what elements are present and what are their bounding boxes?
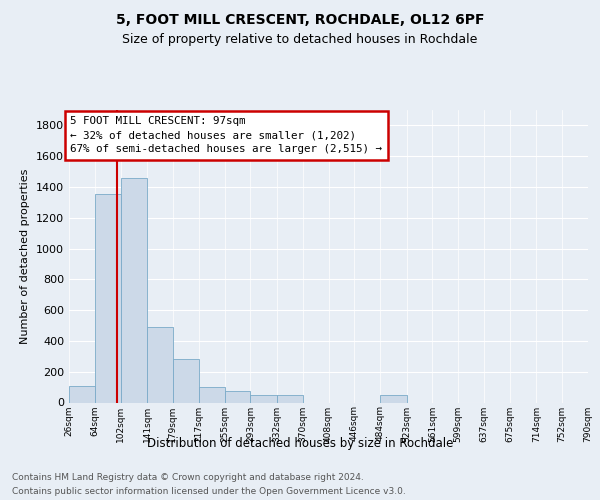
Y-axis label: Number of detached properties: Number of detached properties — [20, 168, 31, 344]
Text: Contains HM Land Registry data © Crown copyright and database right 2024.: Contains HM Land Registry data © Crown c… — [12, 472, 364, 482]
Bar — [95, 194, 121, 402]
Text: Contains public sector information licensed under the Open Government Licence v3: Contains public sector information licen… — [12, 488, 406, 496]
Bar — [250, 395, 277, 402]
Text: Size of property relative to detached houses in Rochdale: Size of property relative to detached ho… — [122, 32, 478, 46]
Text: 5, FOOT MILL CRESCENT, ROCHDALE, OL12 6PF: 5, FOOT MILL CRESCENT, ROCHDALE, OL12 6P… — [116, 12, 484, 26]
Bar — [199, 387, 224, 402]
Bar — [224, 391, 250, 402]
Bar — [147, 327, 173, 402]
Bar — [173, 360, 199, 403]
Text: 5 FOOT MILL CRESCENT: 97sqm
← 32% of detached houses are smaller (1,202)
67% of : 5 FOOT MILL CRESCENT: 97sqm ← 32% of det… — [70, 116, 382, 154]
Bar — [121, 178, 147, 402]
Text: Distribution of detached houses by size in Rochdale: Distribution of detached houses by size … — [147, 438, 453, 450]
Bar — [277, 395, 302, 402]
Bar — [69, 386, 95, 402]
Bar — [380, 395, 407, 402]
